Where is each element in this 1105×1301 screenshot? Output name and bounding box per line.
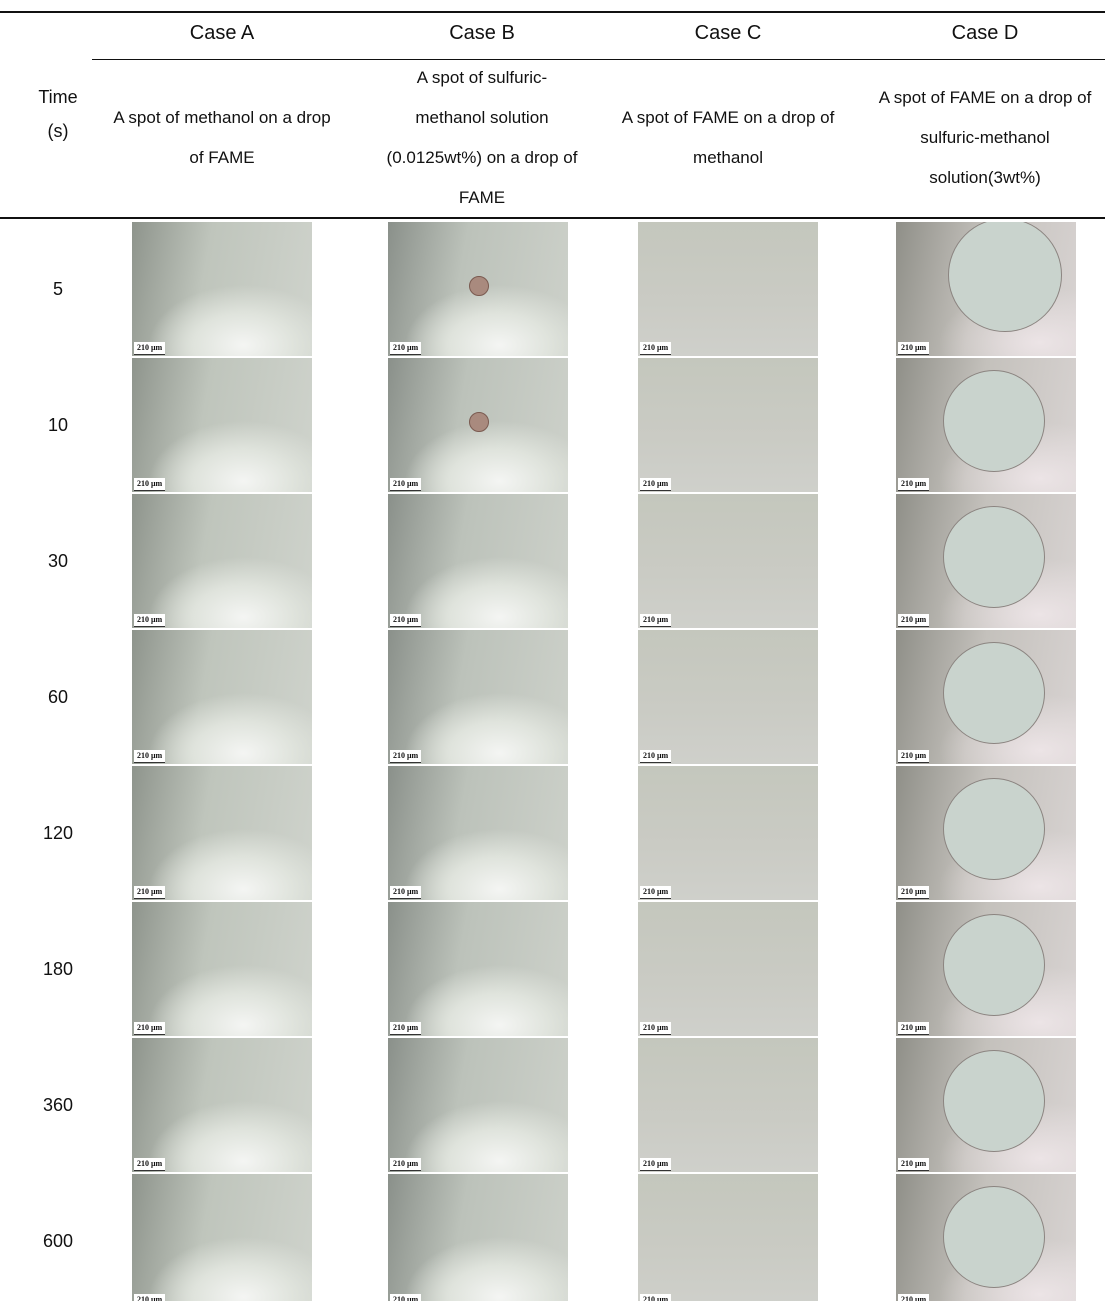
micrograph: 210 μm bbox=[896, 494, 1076, 628]
micrograph: 210 μm bbox=[638, 1174, 818, 1301]
micrograph: 210 μm bbox=[132, 494, 312, 628]
scale-bar: 210 μm bbox=[134, 478, 166, 491]
droplet bbox=[943, 1186, 1045, 1288]
scale-bar: 210 μm bbox=[640, 614, 672, 627]
case-description: A spot of FAME on a drop of sulfuric-met… bbox=[878, 88, 1092, 187]
micrograph: 210 μm bbox=[132, 630, 312, 764]
micrograph: 210 μm bbox=[896, 222, 1076, 356]
top-rule bbox=[0, 11, 1105, 13]
case-description: A spot of methanol on a drop of FAME bbox=[113, 108, 331, 167]
droplet bbox=[943, 370, 1045, 472]
scale-bar: 210 μm bbox=[640, 342, 672, 355]
case-description: A spot of FAME on a drop of methanol bbox=[621, 108, 835, 167]
scale-bar: 210 μm bbox=[390, 1022, 422, 1035]
case-title: Case A bbox=[189, 22, 255, 44]
header-rule bbox=[92, 59, 1105, 60]
scale-bar: 210 μm bbox=[390, 750, 422, 763]
micrograph: 210 μm bbox=[388, 1174, 568, 1301]
micrograph: 210 μm bbox=[638, 494, 818, 628]
scale-bar: 210 μm bbox=[898, 478, 930, 491]
micrograph: 210 μm bbox=[638, 630, 818, 764]
micrograph: 210 μm bbox=[896, 902, 1076, 1036]
scale-bar: 210 μm bbox=[640, 886, 672, 899]
droplet bbox=[943, 914, 1045, 1016]
scale-bar: 210 μm bbox=[898, 1294, 930, 1301]
micrograph: 210 μm bbox=[388, 630, 568, 764]
scale-bar: 210 μm bbox=[640, 1022, 672, 1035]
micrograph: 210 μm bbox=[638, 766, 818, 900]
body-rule bbox=[0, 217, 1105, 219]
scale-bar: 210 μm bbox=[898, 614, 930, 627]
micrograph: 210 μm bbox=[638, 358, 818, 492]
scale-bar: 210 μm bbox=[390, 478, 422, 491]
droplet bbox=[943, 642, 1045, 744]
time-label: 10 bbox=[47, 415, 69, 435]
micrograph: 210 μm bbox=[388, 358, 568, 492]
micrograph: 210 μm bbox=[896, 1038, 1076, 1172]
scale-bar: 210 μm bbox=[134, 1022, 166, 1035]
micrograph: 210 μm bbox=[638, 1038, 818, 1172]
scale-bar: 210 μm bbox=[390, 342, 422, 355]
case-title: Case B bbox=[449, 22, 515, 44]
droplet bbox=[943, 778, 1045, 880]
scale-bar: 210 μm bbox=[134, 1158, 166, 1171]
case-title: Case D bbox=[951, 22, 1019, 44]
droplet bbox=[943, 506, 1045, 608]
time-label: 360 bbox=[42, 1095, 74, 1115]
micrograph: 210 μm bbox=[388, 1038, 568, 1172]
scale-bar: 210 μm bbox=[390, 886, 422, 899]
micrograph: 210 μm bbox=[896, 766, 1076, 900]
scale-bar: 210 μm bbox=[134, 614, 166, 627]
micrograph: 210 μm bbox=[638, 902, 818, 1036]
micrograph: 210 μm bbox=[896, 1174, 1076, 1301]
micrograph: 210 μm bbox=[388, 766, 568, 900]
case-title: Case C bbox=[694, 22, 762, 44]
scale-bar: 210 μm bbox=[898, 1022, 930, 1035]
scale-bar: 210 μm bbox=[134, 342, 166, 355]
micrograph: 210 μm bbox=[638, 222, 818, 356]
scale-bar: 210 μm bbox=[898, 1158, 930, 1171]
scale-bar: 210 μm bbox=[134, 886, 166, 899]
micrograph: 210 μm bbox=[896, 358, 1076, 492]
scale-bar: 210 μm bbox=[640, 478, 672, 491]
time-label: 600 bbox=[42, 1231, 74, 1251]
scale-bar: 210 μm bbox=[898, 886, 930, 899]
micrograph: 210 μm bbox=[388, 222, 568, 356]
scale-bar: 210 μm bbox=[640, 750, 672, 763]
time-label: 30 bbox=[47, 551, 69, 571]
micrograph: 210 μm bbox=[132, 358, 312, 492]
droplet bbox=[948, 222, 1062, 332]
time-header: Time (s) bbox=[38, 87, 78, 141]
micrograph: 210 μm bbox=[896, 630, 1076, 764]
micrograph: 210 μm bbox=[132, 1174, 312, 1301]
scale-bar: 210 μm bbox=[640, 1158, 672, 1171]
scale-bar: 210 μm bbox=[390, 614, 422, 627]
micrograph: 210 μm bbox=[132, 766, 312, 900]
scale-bar: 210 μm bbox=[898, 750, 930, 763]
droplet bbox=[469, 412, 489, 432]
scale-bar: 210 μm bbox=[134, 1294, 166, 1301]
scale-bar: 210 μm bbox=[134, 750, 166, 763]
micrograph: 210 μm bbox=[132, 1038, 312, 1172]
time-label: 5 bbox=[52, 279, 63, 299]
micrograph: 210 μm bbox=[132, 222, 312, 356]
micrograph: 210 μm bbox=[388, 902, 568, 1036]
scale-bar: 210 μm bbox=[390, 1294, 422, 1301]
droplet bbox=[469, 276, 489, 296]
scale-bar: 210 μm bbox=[898, 342, 930, 355]
micrograph: 210 μm bbox=[388, 494, 568, 628]
scale-bar: 210 μm bbox=[390, 1158, 422, 1171]
case-description: A spot of sulfuric-methanol solution (0.… bbox=[386, 68, 578, 207]
scale-bar: 210 μm bbox=[640, 1294, 672, 1301]
micrograph: 210 μm bbox=[132, 902, 312, 1036]
time-label: 60 bbox=[47, 687, 69, 707]
time-label: 180 bbox=[42, 959, 74, 979]
droplet bbox=[943, 1050, 1045, 1152]
time-label: 120 bbox=[42, 823, 74, 843]
